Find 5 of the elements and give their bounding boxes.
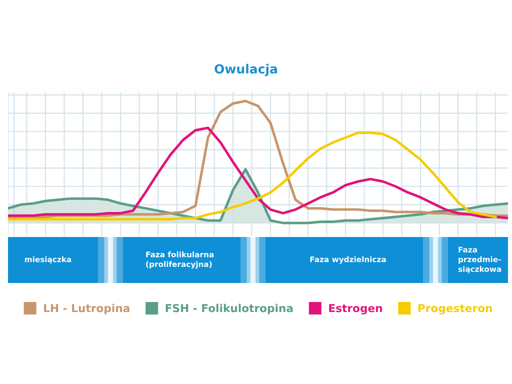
legend-label: Progesteron	[418, 304, 492, 314]
legend-label: LH - Lutropina	[44, 304, 130, 314]
chart-title: Owulacja	[214, 64, 277, 76]
legend-label: FSH - Folikulotropina	[166, 304, 293, 314]
legend-label: Estrogen	[329, 304, 382, 314]
